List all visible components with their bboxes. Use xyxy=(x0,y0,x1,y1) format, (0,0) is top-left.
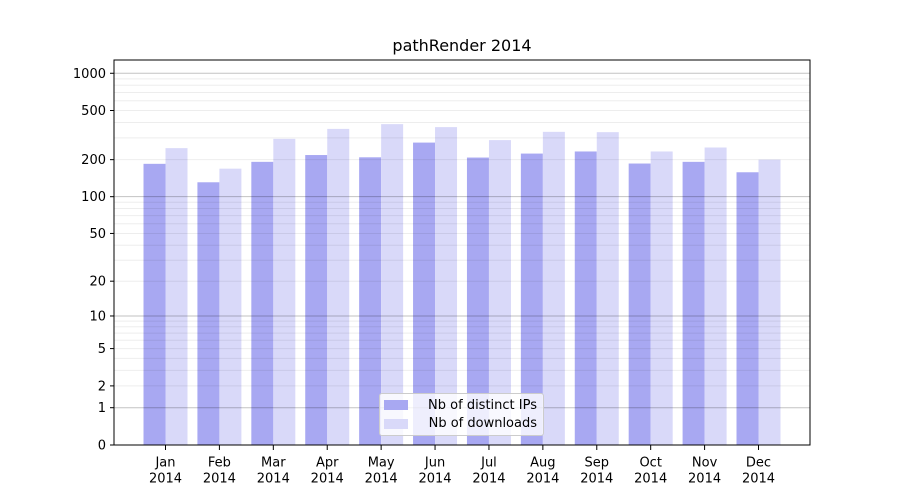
x-tick-label-month: Jul xyxy=(480,456,497,471)
x-tick-label-year: 2014 xyxy=(311,472,344,487)
y-tick-label: 2 xyxy=(98,379,106,394)
x-tick-label-month: Oct xyxy=(639,456,661,471)
bar-downloads-jan xyxy=(165,148,188,445)
bar-downloads-oct xyxy=(650,151,673,446)
y-tick-label: 20 xyxy=(89,275,106,290)
bar-distinct-ips-apr xyxy=(305,155,328,445)
legend-item-distinct-ips: Nb of distinct IPs xyxy=(384,396,537,415)
bar-downloads-dec xyxy=(758,159,781,446)
y-tick-label: 1 xyxy=(98,401,106,416)
x-tick-label-month: Dec xyxy=(746,456,771,471)
y-tick-label: 5 xyxy=(98,342,106,357)
x-tick-label-month: Aug xyxy=(530,456,555,471)
x-tick-label-year: 2014 xyxy=(742,472,775,487)
legend-swatch-downloads xyxy=(384,418,408,429)
bar-downloads-jul xyxy=(488,140,511,446)
bar-downloads-apr xyxy=(327,128,350,445)
x-tick-label-year: 2014 xyxy=(688,472,721,487)
bar-distinct-ips-mar xyxy=(251,161,274,446)
x-tick-label-month: Nov xyxy=(692,456,718,471)
x-tick-label-month: Jan xyxy=(154,456,175,471)
x-tick-label-month: Jun xyxy=(424,456,445,471)
x-tick-label-year: 2014 xyxy=(472,472,505,487)
legend-label-distinct-ips: Nb of distinct IPs xyxy=(428,397,537,413)
x-tick-label-year: 2014 xyxy=(418,472,451,487)
y-tick-label: 10 xyxy=(89,309,106,324)
bar-distinct-ips-nov xyxy=(682,161,705,446)
y-tick-label: 200 xyxy=(81,153,106,168)
x-tick-label-month: Apr xyxy=(316,456,339,471)
legend-item-downloads: Nb of downloads xyxy=(384,415,537,434)
bar-distinct-ips-jul xyxy=(466,157,489,445)
bar-downloads-sep xyxy=(596,132,619,445)
y-tick-label: 1000 xyxy=(73,67,106,82)
x-tick-label-year: 2014 xyxy=(634,472,667,487)
plot-border xyxy=(113,59,811,446)
bar-distinct-ips-may xyxy=(359,157,382,445)
x-tick-label-year: 2014 xyxy=(203,472,236,487)
bar-distinct-ips-oct xyxy=(628,163,651,445)
bar-downloads-aug xyxy=(542,131,565,445)
legend-swatch-distinct-ips xyxy=(384,400,408,411)
bar-distinct-ips-feb xyxy=(197,182,220,445)
y-tick-label: 0 xyxy=(98,439,106,454)
legend-label-downloads: Nb of downloads xyxy=(428,416,537,432)
x-tick-label-year: 2014 xyxy=(365,472,398,487)
bar-distinct-ips-aug xyxy=(520,153,543,445)
y-tick-label: 500 xyxy=(81,104,106,119)
x-tick-label-year: 2014 xyxy=(526,472,559,487)
bar-downloads-nov xyxy=(704,147,727,445)
x-tick-label-year: 2014 xyxy=(149,472,182,487)
x-tick-label-month: Feb xyxy=(208,456,231,471)
bar-distinct-ips-dec xyxy=(736,172,759,446)
x-tick-label-month: Sep xyxy=(585,456,610,471)
bar-distinct-ips-jun xyxy=(413,142,436,446)
bar-downloads-may xyxy=(381,124,404,446)
y-tick-label: 50 xyxy=(89,227,106,242)
y-tick-label: 100 xyxy=(81,190,106,205)
bar-distinct-ips-sep xyxy=(574,151,597,446)
bar-downloads-feb xyxy=(219,168,242,445)
bar-distinct-ips-jan xyxy=(143,163,166,445)
x-tick-label-month: Mar xyxy=(261,456,286,471)
x-tick-label-year: 2014 xyxy=(257,472,290,487)
chart-title: pathRender 2014 xyxy=(392,36,532,55)
x-tick-label-year: 2014 xyxy=(580,472,613,487)
bar-downloads-jun xyxy=(435,127,458,446)
legend: Nb of distinct IPs Nb of downloads xyxy=(379,393,544,436)
bar-downloads-mar xyxy=(273,138,296,446)
x-tick-label-month: May xyxy=(368,456,395,471)
